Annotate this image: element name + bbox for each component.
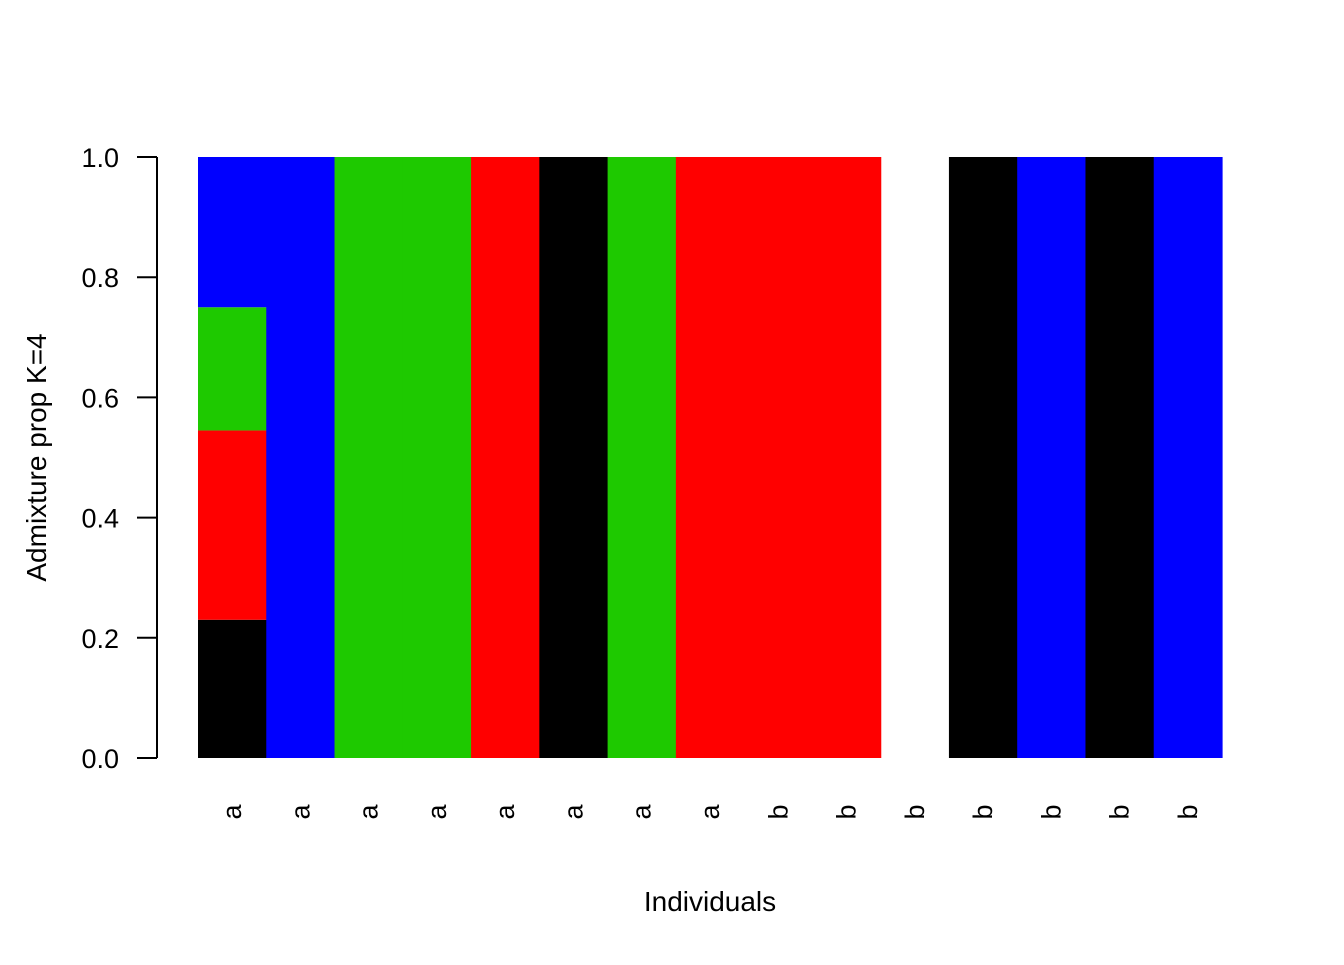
bar-segment-3-2	[402, 157, 472, 758]
x-tick-label-7: a	[695, 804, 725, 820]
y-axis-title: Admixture prop K=4	[21, 333, 52, 581]
x-tick-label-3: a	[422, 804, 452, 820]
bar-segment-8-1	[744, 157, 813, 758]
x-tick-label-0: a	[217, 804, 247, 820]
bar-segment-0-3	[198, 157, 267, 308]
x-tick-label-14: b	[1173, 804, 1203, 819]
bar-segment-11-0	[948, 157, 1018, 758]
bar-segment-0-0	[198, 619, 267, 758]
bar-segment-2-2	[334, 157, 404, 758]
x-tick-label-12: b	[1036, 804, 1066, 819]
y-tick-label-0: 0.0	[81, 744, 119, 774]
x-tick-label-1: a	[285, 804, 315, 820]
x-tick-label-10: b	[900, 804, 930, 819]
bars-group	[198, 157, 1223, 758]
bar-segment-9-1	[812, 157, 882, 758]
bar-segment-5-0	[539, 157, 609, 758]
x-tick-label-5: a	[558, 804, 588, 820]
y-tick-label-3: 0.6	[81, 383, 119, 413]
x-tick-label-2: a	[354, 804, 384, 820]
bar-segment-12-3	[1017, 157, 1087, 758]
x-tick-label-4: a	[490, 804, 520, 820]
y-tick-label-5: 1.0	[81, 143, 119, 173]
x-tick-label-13: b	[1105, 804, 1135, 819]
x-axis-title: Individuals	[644, 886, 776, 917]
bar-segment-13-0	[1085, 157, 1155, 758]
x-tick-label-9: b	[832, 804, 862, 819]
y-tick-label-4: 0.8	[81, 263, 119, 293]
y-axis: 0.0 0.2 0.4 0.6 0.8 1.0	[81, 143, 158, 774]
bar-segment-0-2	[198, 307, 267, 431]
bar-segment-4-1	[471, 157, 540, 758]
y-tick-label-1: 0.2	[81, 624, 119, 654]
x-tick-label-6: a	[627, 804, 657, 820]
x-tick-label-8: b	[763, 804, 793, 819]
bar-segment-1-3	[266, 157, 336, 758]
y-tick-label-2: 0.4	[81, 504, 119, 534]
bar-segment-14-3	[1153, 157, 1223, 758]
bar-segment-0-1	[198, 430, 267, 620]
bar-segment-6-2	[607, 157, 677, 758]
bar-segment-7-1	[675, 157, 745, 758]
x-tick-label-11: b	[968, 804, 998, 819]
